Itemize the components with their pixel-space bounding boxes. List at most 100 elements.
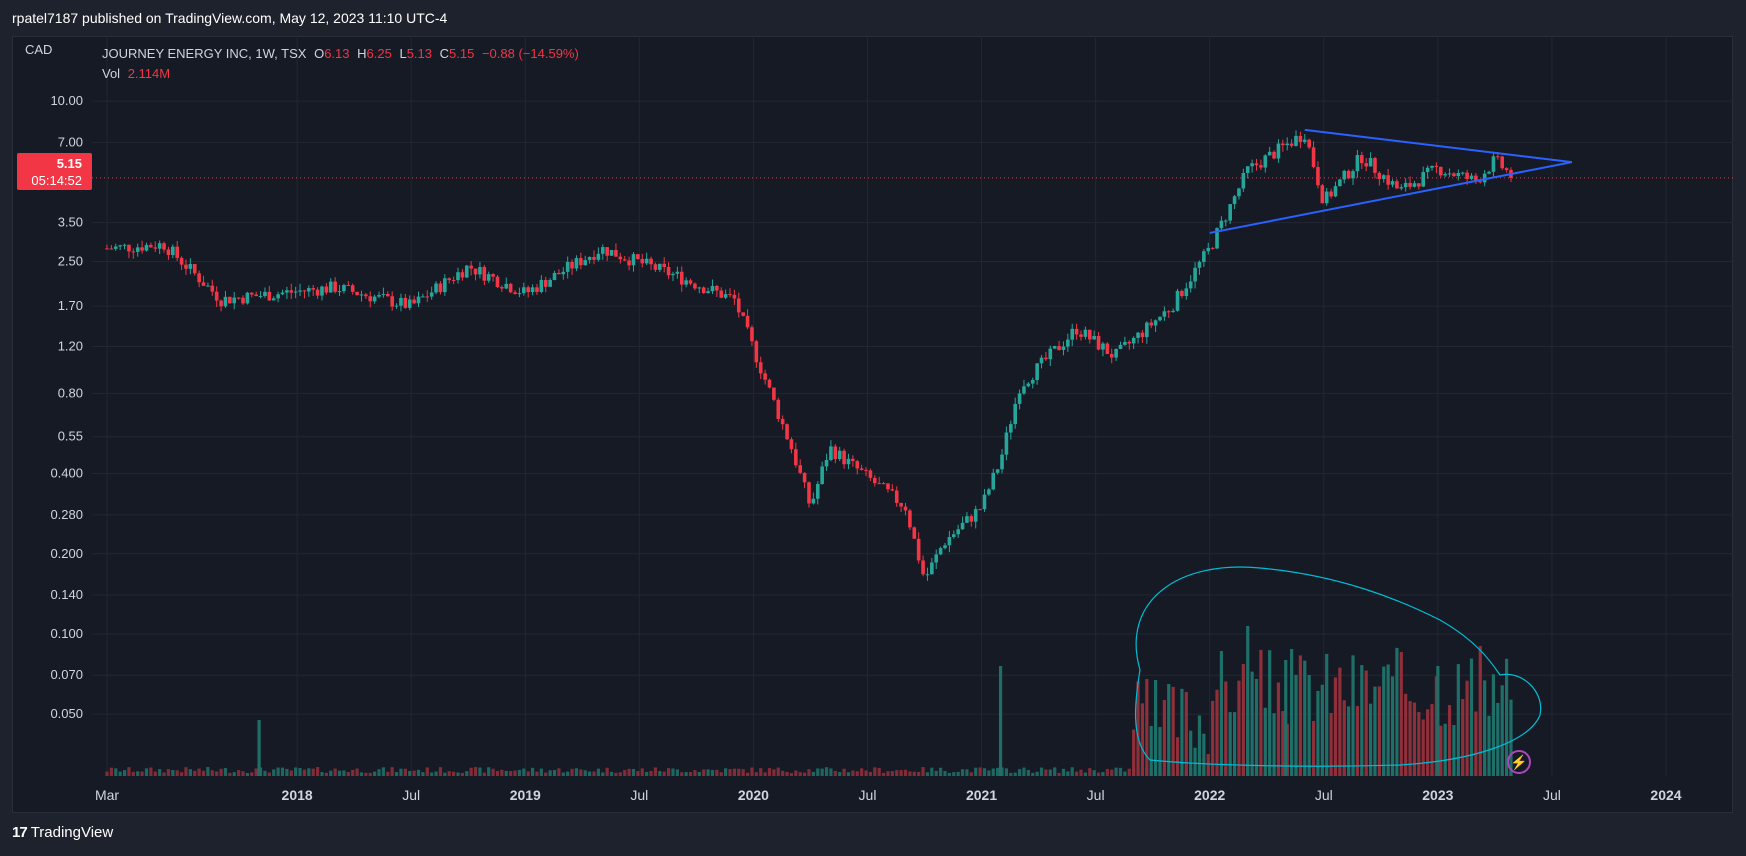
volume-bar xyxy=(1456,664,1460,776)
candle-body xyxy=(342,285,346,292)
volume-bar xyxy=(816,768,820,776)
candle-body xyxy=(1131,337,1136,344)
flash-icon[interactable]: ⚡ xyxy=(1507,750,1531,774)
volume-spike xyxy=(1436,666,1440,776)
candle-body xyxy=(1342,170,1347,180)
candle-body xyxy=(394,305,399,307)
volume-bar xyxy=(1140,703,1145,776)
volume-bar xyxy=(974,767,978,776)
candle-body xyxy=(785,424,789,440)
volume-bar xyxy=(1075,771,1079,776)
candle-body xyxy=(947,537,952,546)
chart-panel[interactable] xyxy=(12,36,1733,813)
candle-body xyxy=(1149,322,1154,326)
volume-bar xyxy=(794,770,798,776)
volume-bar xyxy=(1118,767,1123,776)
volume-bar xyxy=(838,772,842,776)
volume-bar xyxy=(215,771,219,776)
candle-body xyxy=(359,294,364,296)
candle-body xyxy=(557,272,561,275)
candle-body xyxy=(478,267,482,275)
candle-body xyxy=(877,483,881,485)
volume-bar xyxy=(1491,674,1496,776)
volume-bar xyxy=(1039,767,1044,776)
candle-body xyxy=(179,257,184,265)
candle-body xyxy=(293,291,298,293)
volume-spike xyxy=(1284,660,1288,776)
volume-bar xyxy=(776,767,780,776)
candle-body xyxy=(574,258,579,269)
volume-bar xyxy=(465,771,469,776)
volume-bar xyxy=(732,768,737,776)
candle-body xyxy=(223,296,228,307)
candle-body xyxy=(824,459,829,467)
candle-body xyxy=(1316,167,1320,186)
candle-body xyxy=(820,466,824,484)
candle-body xyxy=(829,446,833,460)
volume-bar xyxy=(500,769,504,776)
volume-bar xyxy=(605,767,609,776)
y-tick-label: 0.140 xyxy=(50,587,83,602)
volume-bar xyxy=(574,768,579,776)
candle-body xyxy=(859,468,864,470)
candle-body xyxy=(346,285,351,287)
volume-bar xyxy=(934,770,938,776)
footer-brand[interactable]: 17 TradingView xyxy=(12,824,113,841)
candle-body xyxy=(390,296,394,307)
volume-bar xyxy=(337,770,342,776)
close-number: 5.15 xyxy=(449,46,475,61)
volume-bar xyxy=(636,771,640,776)
volume-bar xyxy=(1447,705,1452,776)
volume-bar xyxy=(245,772,249,776)
volume-bar xyxy=(272,769,276,776)
candle-body xyxy=(956,529,960,535)
candle-body xyxy=(658,263,662,270)
candle-body xyxy=(697,287,702,289)
volume-bar xyxy=(684,772,688,776)
volume-bar xyxy=(526,771,530,776)
volume-bar xyxy=(381,767,386,776)
candle-body xyxy=(1360,155,1364,164)
volume-bar xyxy=(640,768,644,776)
candle-body xyxy=(162,243,166,250)
volume-bar xyxy=(745,772,750,776)
volume-bar xyxy=(824,767,829,776)
volume-bar xyxy=(1219,651,1224,776)
volume-bar xyxy=(232,772,236,776)
candle-body xyxy=(1417,183,1421,187)
volume-bar xyxy=(1022,767,1026,776)
candle-body xyxy=(1096,335,1101,350)
candle-body xyxy=(815,483,820,499)
high-number: 6.25 xyxy=(366,46,392,61)
volume-bar xyxy=(1452,725,1456,776)
volume-bar xyxy=(566,771,570,776)
volume-bar xyxy=(469,767,473,776)
volume-bar xyxy=(368,772,372,776)
volume-bar xyxy=(171,770,175,776)
volume-bar xyxy=(719,772,723,776)
volume-bar xyxy=(114,768,118,776)
volume-bar xyxy=(614,772,618,776)
candle-body xyxy=(263,291,267,296)
candle-body xyxy=(1123,341,1127,345)
volume-bar xyxy=(355,768,359,776)
candle-body xyxy=(280,292,285,295)
last-price: 5.15 xyxy=(56,156,82,171)
volume-bar xyxy=(267,772,271,776)
volume-bar xyxy=(302,769,307,776)
volume-bar xyxy=(1206,754,1210,776)
open-number: 6.13 xyxy=(324,46,350,61)
volume-bar xyxy=(1303,660,1307,776)
volume-bar xyxy=(1197,715,1202,776)
volume-bar xyxy=(188,769,192,776)
candle-body xyxy=(1017,393,1022,404)
volume-bar xyxy=(1048,769,1052,776)
volume-bar xyxy=(280,767,285,776)
volume-bar xyxy=(881,772,886,776)
candle-body xyxy=(500,287,504,289)
candle-body xyxy=(1066,339,1070,347)
candle-body xyxy=(486,274,491,281)
candle-body xyxy=(377,294,381,297)
candle-body xyxy=(1026,383,1031,387)
